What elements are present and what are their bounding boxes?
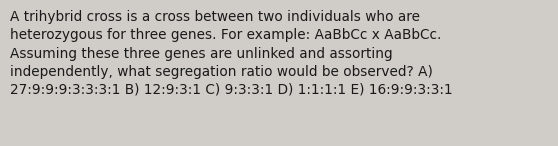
Text: A trihybrid cross is a cross between two individuals who are
heterozygous for th: A trihybrid cross is a cross between two… — [10, 10, 453, 97]
